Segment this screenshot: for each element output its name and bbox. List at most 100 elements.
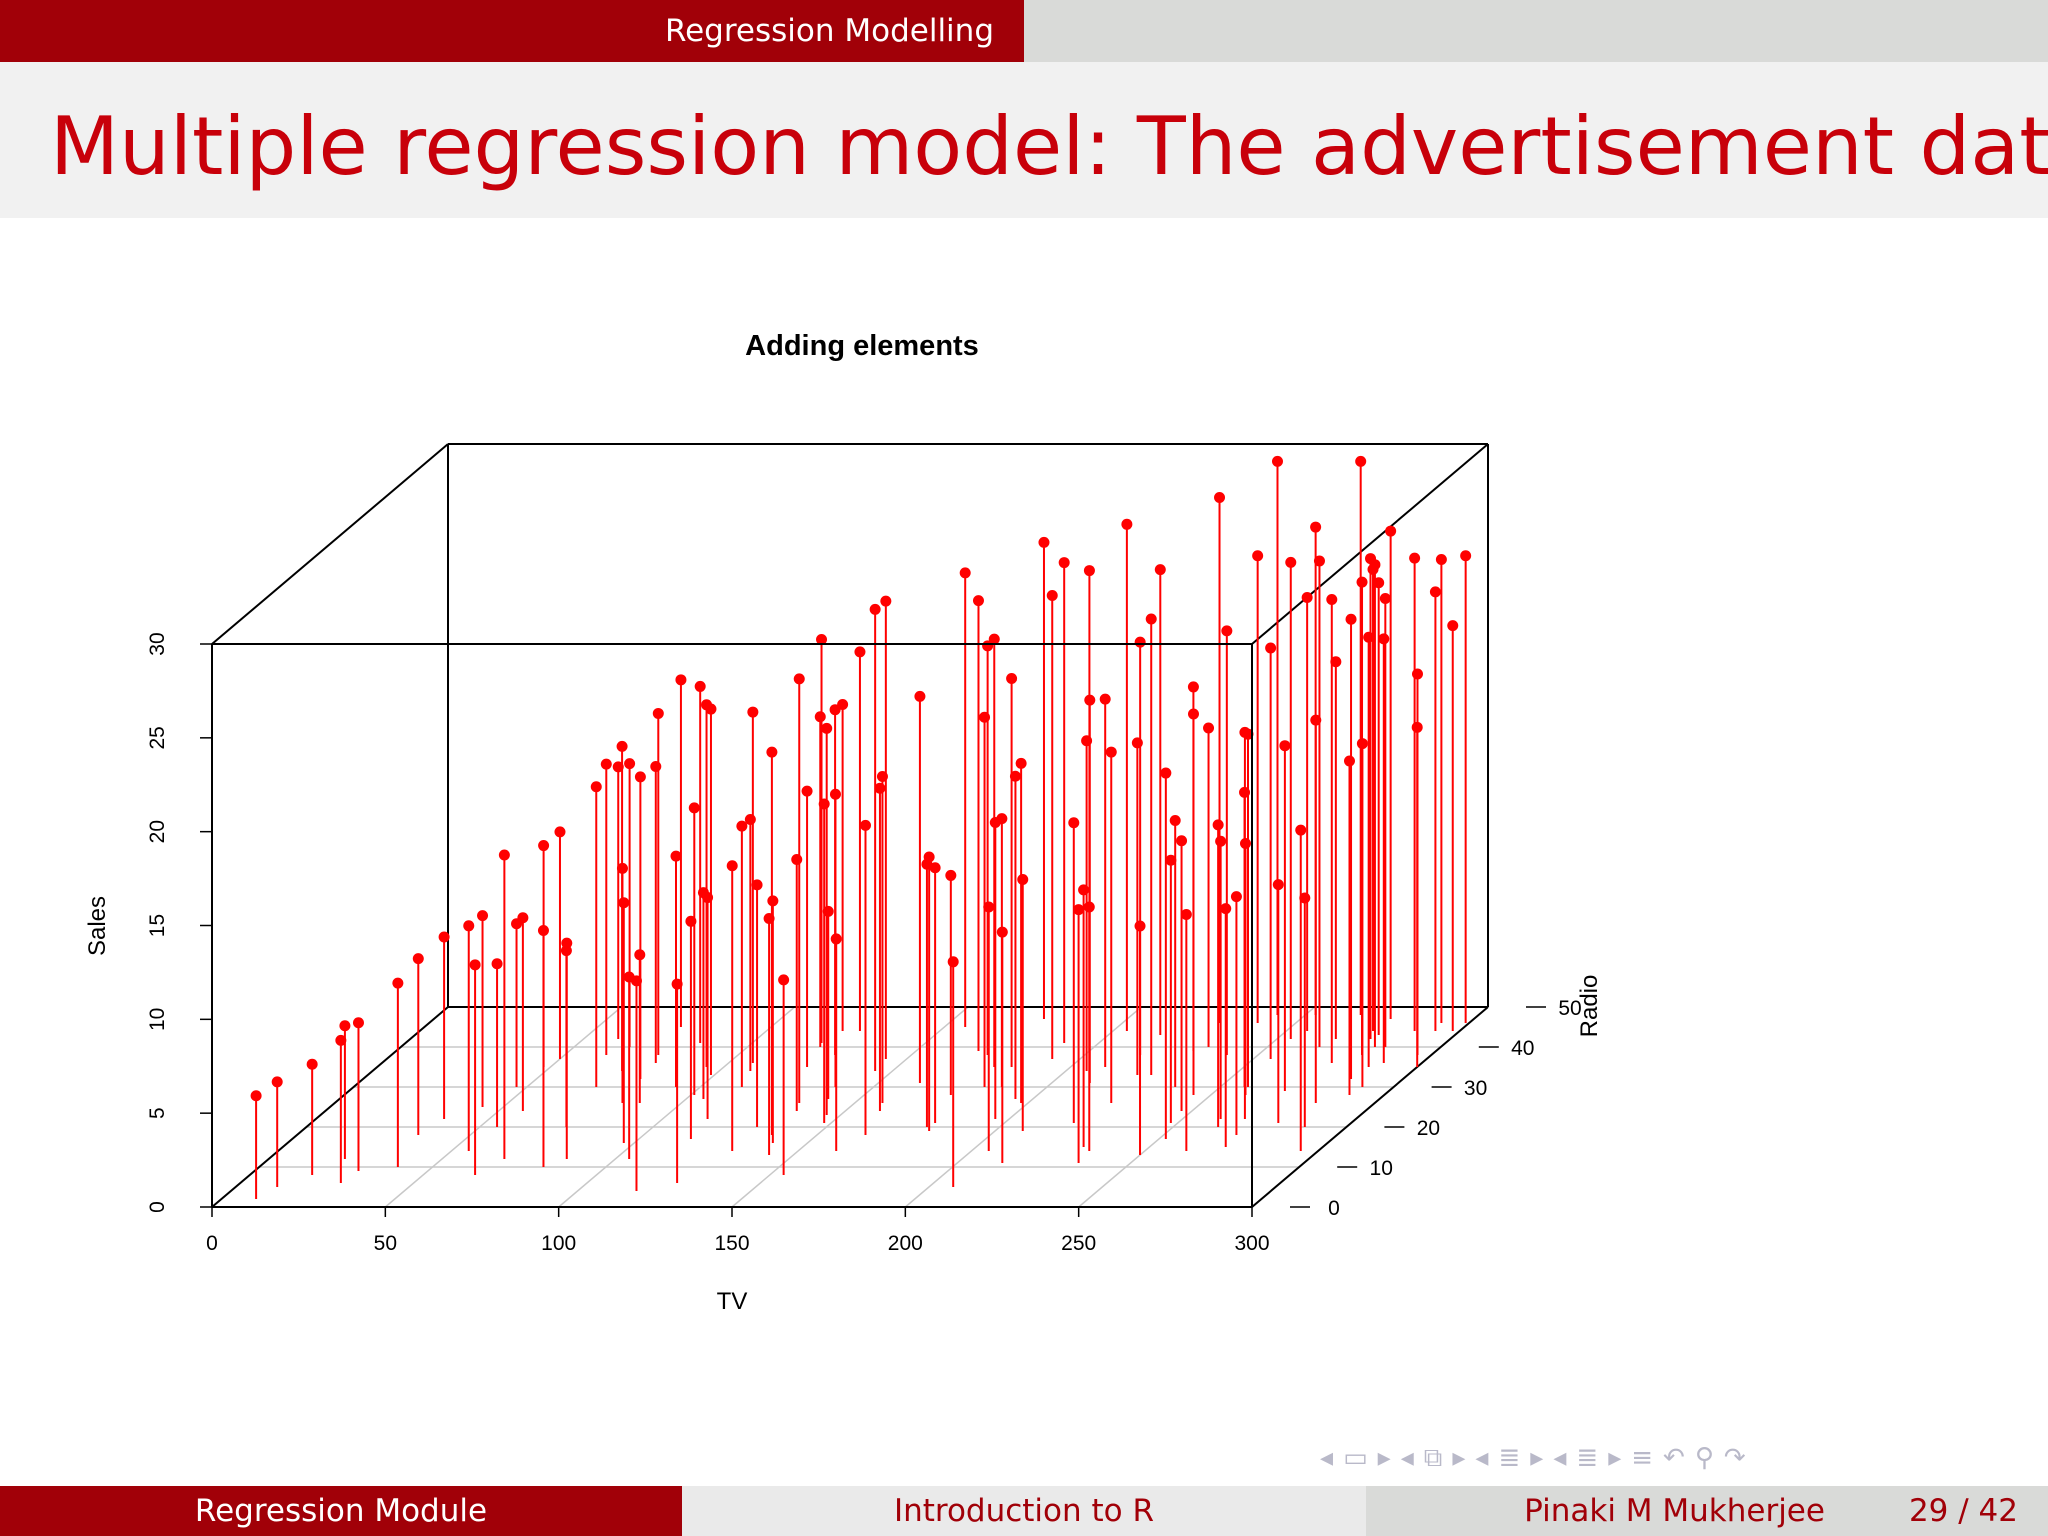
data-point [1411, 668, 1423, 680]
arrow-right-icon[interactable]: ▸ [1608, 1443, 1622, 1473]
data-point [923, 851, 935, 863]
data-point [1355, 455, 1367, 467]
data-point [1220, 903, 1232, 915]
data-point [1230, 891, 1242, 903]
data-point [829, 788, 841, 800]
data-point [675, 674, 687, 686]
title-band [0, 62, 2048, 218]
arrow-right-icon[interactable]: ▸ [1452, 1443, 1466, 1473]
data-point [537, 925, 549, 937]
data-point [979, 711, 991, 723]
data-point [616, 740, 628, 752]
data-point [250, 1090, 262, 1102]
align-icon[interactable]: ≡ [1631, 1443, 1654, 1473]
box-edge [211, 443, 449, 645]
data-point [1435, 553, 1447, 565]
data-point [412, 953, 424, 965]
x-axis-label: TV [717, 1288, 748, 1315]
section-icon[interactable]: ≣ [1498, 1443, 1521, 1473]
data-point [1460, 550, 1472, 562]
data-point [814, 711, 826, 723]
data-point [1369, 559, 1381, 571]
footer-author: Pinaki M Mukherjee [1524, 1493, 1825, 1529]
y-tick-label: 50 [1558, 997, 1581, 1020]
search-icon[interactable]: ⚲ [1694, 1443, 1714, 1473]
list-icon[interactable]: ≣ [1576, 1443, 1599, 1473]
data-point [763, 913, 775, 925]
x-tick-label: 300 [1234, 1232, 1269, 1255]
data-point [778, 974, 790, 986]
data-point [1221, 625, 1233, 637]
beamer-navigation[interactable]: ◂ ▭ ▸ ◂ ⧉ ▸ ◂ ≣ ▸ ◂ ≣ ▸ ≡ ↶ ⚲ ↷ [1320, 1438, 2040, 1478]
data-point [988, 633, 1000, 645]
data-point [702, 892, 714, 904]
arrow-left-icon[interactable]: ◂ [1475, 1443, 1489, 1473]
data-point [1038, 536, 1050, 548]
z-tick-label: 5 [146, 1107, 169, 1119]
z-tick-label: 15 [146, 914, 169, 937]
data-point [477, 910, 489, 922]
data-point [1343, 755, 1355, 767]
data-point [996, 926, 1008, 938]
data-point [1017, 874, 1029, 886]
data-point [767, 895, 779, 907]
data-point [1121, 518, 1133, 530]
data-point [1214, 492, 1226, 504]
page-number: 29 / 42 [1908, 1493, 2018, 1529]
data-point [1105, 746, 1117, 758]
data-point [1272, 879, 1284, 891]
data-point [1084, 694, 1096, 706]
data-point [1345, 613, 1357, 625]
floor-grid-line [384, 1006, 622, 1208]
data-point [1429, 586, 1441, 598]
frame-icon[interactable]: ▭ [1343, 1443, 1368, 1473]
arrow-right-icon[interactable]: ▸ [1377, 1443, 1391, 1473]
x-tick-label: 150 [714, 1232, 749, 1255]
data-point [859, 819, 871, 831]
x-tick-label: 250 [1061, 1232, 1096, 1255]
data-point [1239, 838, 1251, 850]
data-point [688, 802, 700, 814]
data-point [590, 781, 602, 793]
undo-icon[interactable]: ↶ [1663, 1443, 1685, 1473]
data-point [1134, 920, 1146, 932]
arrow-left-icon[interactable]: ◂ [1553, 1443, 1567, 1473]
data-point [554, 826, 566, 838]
x-tick-label: 50 [374, 1232, 397, 1255]
data-point [736, 820, 748, 832]
arrow-right-icon[interactable]: ▸ [1530, 1443, 1544, 1473]
data-point [1295, 824, 1307, 836]
data-point [1083, 901, 1095, 913]
z-tick-label: 0 [146, 1201, 169, 1213]
data-point [1131, 737, 1143, 749]
arrow-left-icon[interactable]: ◂ [1400, 1443, 1414, 1473]
data-point [352, 1017, 364, 1029]
data-point [1083, 565, 1095, 577]
data-point [1310, 521, 1322, 533]
footer-module: Regression Module [0, 1486, 682, 1536]
data-point [1409, 552, 1421, 564]
data-point [630, 975, 642, 987]
data-point [1073, 904, 1085, 916]
data-point [1363, 631, 1375, 643]
subsection-icon[interactable]: ⧉ [1423, 1442, 1443, 1473]
y-axis-label: Radio [1576, 975, 1603, 1038]
redo-icon[interactable]: ↷ [1723, 1443, 1746, 1473]
data-point [874, 782, 886, 794]
data-point [1176, 835, 1188, 847]
data-point [339, 1020, 351, 1032]
y-tick-label: 20 [1417, 1117, 1440, 1140]
data-point [821, 722, 833, 734]
data-point [1187, 708, 1199, 720]
data-point [1165, 854, 1177, 866]
data-point [600, 758, 612, 770]
footer-course: Introduction to R [682, 1486, 1366, 1536]
data-point [744, 814, 756, 826]
data-point [983, 901, 995, 913]
arrow-left-icon[interactable]: ◂ [1320, 1443, 1334, 1473]
data-point [880, 595, 892, 607]
data-point [791, 854, 803, 866]
data-point [747, 706, 759, 718]
data-point [818, 798, 830, 810]
